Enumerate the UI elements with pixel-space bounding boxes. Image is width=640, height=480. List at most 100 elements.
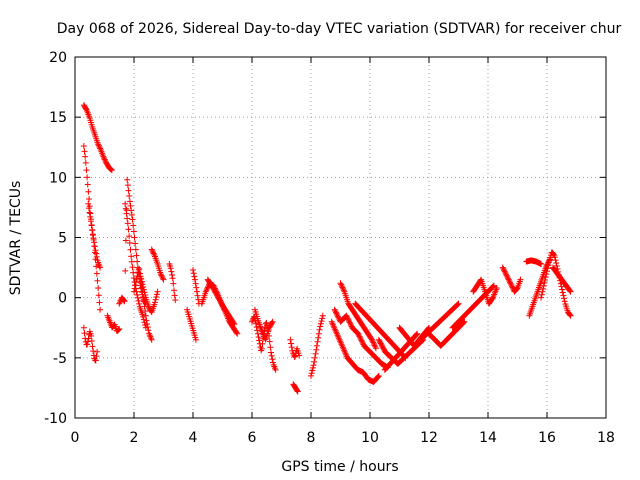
data-point bbox=[560, 292, 567, 299]
data-point bbox=[191, 276, 198, 283]
data-point bbox=[375, 373, 382, 380]
data-point bbox=[128, 207, 135, 214]
data-point bbox=[542, 274, 549, 281]
data-point bbox=[333, 310, 340, 317]
data-point bbox=[319, 315, 326, 322]
data-point bbox=[131, 285, 138, 292]
data-point bbox=[96, 299, 103, 306]
data-point bbox=[566, 311, 573, 318]
data-point bbox=[308, 370, 315, 377]
data-point bbox=[517, 276, 524, 283]
data-point bbox=[504, 273, 511, 280]
data-point bbox=[149, 247, 156, 254]
data-point bbox=[567, 312, 574, 319]
data-point bbox=[102, 157, 109, 164]
data-point bbox=[311, 358, 318, 365]
data-point bbox=[312, 350, 319, 357]
data-point bbox=[355, 330, 362, 337]
data-point bbox=[287, 336, 294, 343]
data-point bbox=[127, 246, 134, 253]
data-point bbox=[148, 336, 155, 343]
data-point bbox=[259, 340, 266, 347]
data-point bbox=[267, 344, 274, 351]
x-tick-label: 6 bbox=[248, 430, 257, 446]
data-point bbox=[84, 174, 91, 181]
data-point bbox=[85, 335, 92, 342]
data-point bbox=[334, 312, 341, 319]
data-point bbox=[356, 333, 363, 340]
data-point bbox=[114, 327, 121, 334]
data-point bbox=[567, 288, 574, 295]
data-point bbox=[506, 277, 513, 284]
data-point bbox=[319, 312, 326, 319]
data-point bbox=[125, 226, 132, 233]
data-point bbox=[502, 269, 509, 276]
data-point bbox=[147, 333, 154, 340]
data-point bbox=[133, 252, 140, 259]
data-point bbox=[124, 215, 131, 222]
data-point bbox=[370, 340, 377, 347]
data-point bbox=[335, 314, 342, 321]
data-point bbox=[544, 265, 551, 272]
data-point bbox=[89, 231, 96, 238]
data-point bbox=[92, 357, 99, 364]
data-point bbox=[489, 283, 496, 290]
data-point bbox=[308, 372, 314, 379]
data-point bbox=[545, 262, 552, 269]
data-point bbox=[140, 313, 147, 320]
data-point bbox=[88, 337, 95, 344]
x-tick-label: 10 bbox=[361, 430, 379, 446]
data-point bbox=[96, 144, 103, 151]
data-point bbox=[545, 259, 552, 266]
data-point bbox=[142, 308, 149, 315]
data-point bbox=[130, 228, 137, 235]
data-point bbox=[89, 226, 96, 233]
data-point bbox=[454, 301, 461, 308]
data-point bbox=[145, 327, 152, 334]
data-point bbox=[263, 319, 270, 326]
data-point bbox=[542, 277, 549, 284]
data-point bbox=[121, 298, 128, 305]
data-point bbox=[332, 308, 339, 315]
data-point bbox=[137, 273, 144, 280]
data-point bbox=[508, 283, 515, 290]
data-point bbox=[294, 388, 301, 395]
data-point bbox=[141, 289, 148, 296]
data-point bbox=[358, 337, 365, 344]
data-point bbox=[132, 282, 139, 289]
data-point bbox=[509, 284, 516, 291]
data-point bbox=[294, 387, 301, 394]
data-point bbox=[128, 211, 135, 218]
data-point bbox=[115, 326, 122, 333]
data-point bbox=[314, 338, 321, 345]
data-point bbox=[288, 340, 295, 347]
data-point bbox=[192, 336, 199, 343]
data-point bbox=[454, 301, 461, 308]
data-point bbox=[86, 209, 93, 216]
data-point bbox=[338, 281, 345, 288]
data-point bbox=[347, 322, 354, 329]
data-point bbox=[131, 234, 138, 241]
data-point bbox=[317, 320, 324, 327]
data-point bbox=[130, 275, 137, 282]
data-point bbox=[108, 166, 115, 173]
data-point bbox=[460, 320, 467, 327]
data-point bbox=[503, 271, 510, 278]
data-point bbox=[372, 343, 379, 350]
data-point bbox=[313, 342, 320, 349]
data-point bbox=[94, 277, 101, 284]
data-point bbox=[90, 348, 97, 355]
x-tick-label: 8 bbox=[307, 430, 316, 446]
plot-border bbox=[74, 56, 607, 419]
data-point bbox=[150, 249, 157, 256]
data-point bbox=[132, 279, 139, 286]
data-point bbox=[412, 332, 419, 339]
data-point bbox=[91, 243, 98, 250]
data-point bbox=[540, 285, 547, 292]
data-point bbox=[256, 337, 263, 344]
data-point bbox=[126, 192, 133, 199]
data-point bbox=[128, 253, 135, 260]
y-axis-label: SDTVAR / TECUs bbox=[8, 181, 24, 296]
data-point bbox=[296, 352, 303, 359]
y-tick-label: 5 bbox=[58, 231, 67, 247]
